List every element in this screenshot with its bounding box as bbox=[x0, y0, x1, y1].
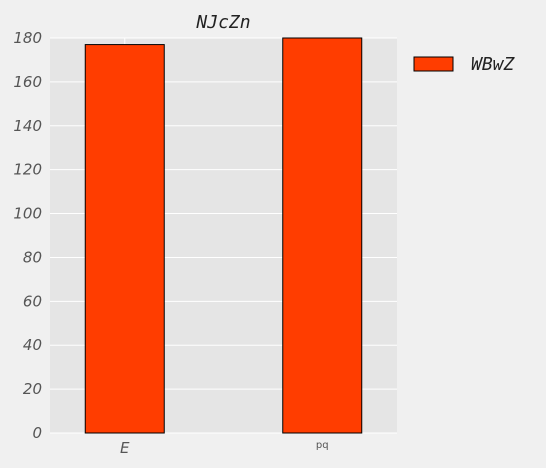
y-axis-ticks: 0 20 40 60 80 100 120 140 160 180 bbox=[13, 29, 42, 442]
y-tick-label: 100 bbox=[13, 205, 42, 223]
legend-label-wbwz: WBwZ bbox=[471, 54, 516, 75]
x-tick-label-pq: pq bbox=[316, 440, 329, 451]
y-tick-label: 80 bbox=[23, 248, 42, 266]
y-tick-label: 180 bbox=[13, 29, 42, 47]
y-tick-label: 0 bbox=[32, 424, 42, 442]
y-tick-label: 120 bbox=[13, 161, 42, 179]
x-tick-label-e: E bbox=[120, 439, 130, 457]
bars bbox=[84, 37, 363, 434]
y-tick-label: 140 bbox=[13, 117, 42, 135]
y-tick-label: 160 bbox=[13, 73, 42, 91]
chart-title: NJcZn bbox=[195, 12, 250, 33]
bar-pq bbox=[282, 37, 363, 434]
y-tick-label: 60 bbox=[23, 292, 42, 310]
legend-swatch-wbwz bbox=[413, 56, 454, 72]
y-tick-label: 40 bbox=[23, 336, 42, 354]
y-tick-label: 20 bbox=[23, 380, 42, 398]
legend: WBwZ bbox=[413, 54, 516, 75]
bar-e bbox=[84, 44, 165, 434]
